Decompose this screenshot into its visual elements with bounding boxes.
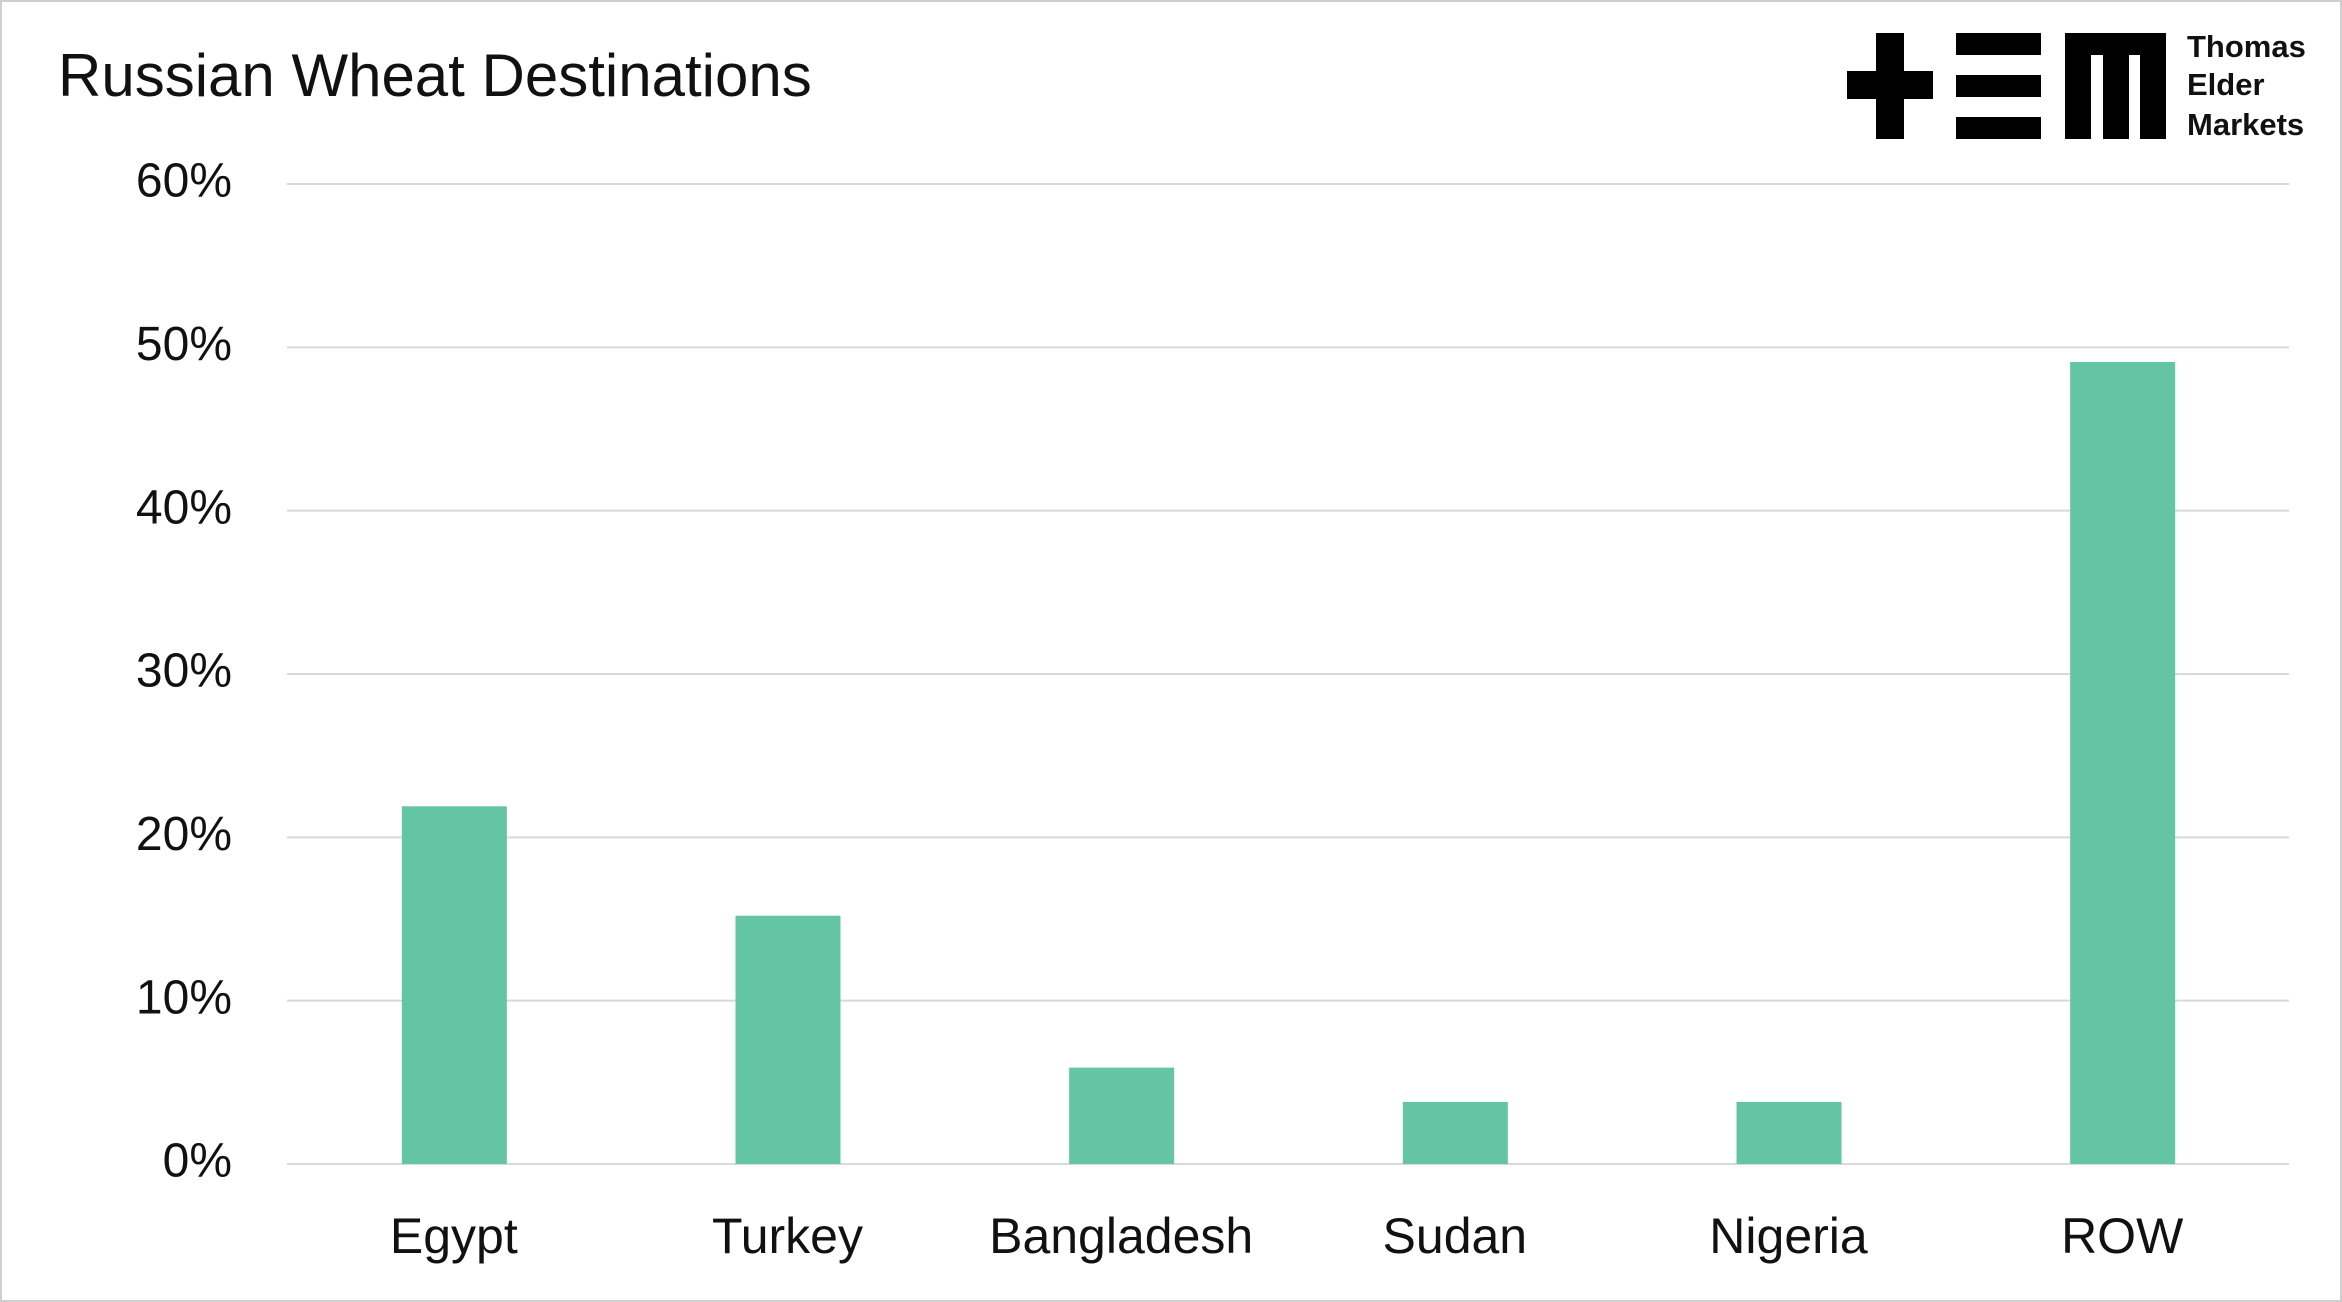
bar <box>1736 1101 1842 1164</box>
x-tick-label: Turkey <box>712 1208 863 1264</box>
y-tick-label: 40% <box>136 481 232 534</box>
x-tick-label: ROW <box>2061 1208 2184 1264</box>
bar <box>2070 362 2176 1164</box>
x-tick-label: Nigeria <box>1709 1208 1868 1264</box>
y-tick-label: 50% <box>136 318 232 371</box>
bar <box>1402 1101 1508 1164</box>
y-tick-label: 0% <box>163 1135 232 1188</box>
y-tick-label: 60% <box>136 155 232 208</box>
bar <box>401 806 507 1164</box>
chart-title: Russian Wheat Destinations <box>58 42 812 109</box>
bar <box>1069 1067 1175 1164</box>
bar <box>735 915 841 1164</box>
logo-text: Elder <box>2187 67 2265 102</box>
y-tick-label: 30% <box>136 645 232 698</box>
x-tick-label: Bangladesh <box>989 1208 1253 1264</box>
y-tick-label: 20% <box>136 808 232 861</box>
x-tick-label: Sudan <box>1383 1208 1528 1264</box>
logo <box>1847 33 2166 139</box>
logo-text: Thomas <box>2187 29 2306 64</box>
y-tick-label: 10% <box>136 971 232 1024</box>
logo-text: Markets <box>2187 107 2304 142</box>
x-tick-label: Egypt <box>390 1208 518 1264</box>
